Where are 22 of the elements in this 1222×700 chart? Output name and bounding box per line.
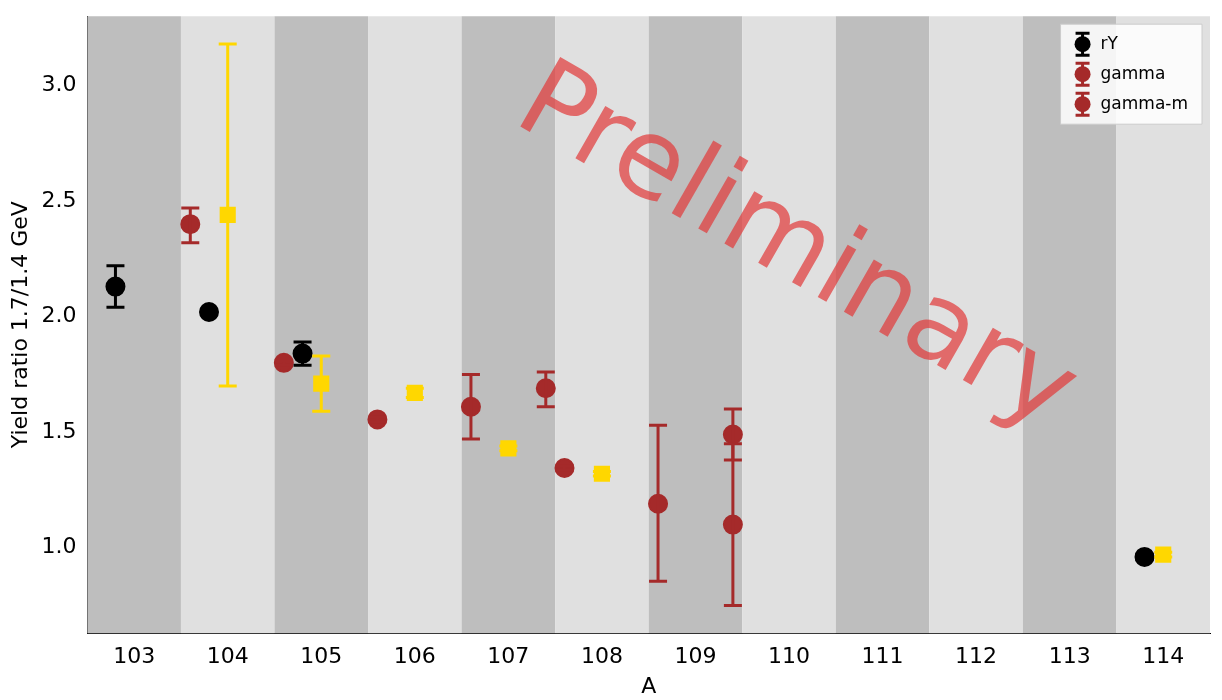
x-tick-label: 105 xyxy=(300,643,343,669)
x-tick-label: 110 xyxy=(768,643,811,669)
y-tick-label: 3.0 xyxy=(41,71,77,97)
x-tick-label: 112 xyxy=(955,643,998,669)
x-axis-title: A xyxy=(641,672,657,698)
x-tick-label: 106 xyxy=(393,643,436,669)
y-tick-label: 2.5 xyxy=(41,186,77,212)
legend-label: rY xyxy=(1100,32,1119,53)
x-tick-label: 104 xyxy=(206,643,249,669)
y-tick-label: 1.0 xyxy=(41,533,77,559)
x-tick-label: 114 xyxy=(1142,643,1185,669)
x-tick-label: 108 xyxy=(580,643,623,669)
y-tick-label: 1.5 xyxy=(41,417,77,443)
legend-label: gamma xyxy=(1100,62,1166,83)
x-tick-label: 111 xyxy=(861,643,904,669)
x-tick-label: 103 xyxy=(113,643,156,669)
x-tick-label: 107 xyxy=(487,643,530,669)
y-axis-title: Yield ratio 1.7/1.4 GeV xyxy=(6,201,32,450)
y-tick-label: 2.0 xyxy=(41,302,77,328)
x-tick-label: 113 xyxy=(1048,643,1091,669)
x-tick-label: 109 xyxy=(674,643,717,669)
legend-label: gamma-m xyxy=(1100,92,1189,113)
